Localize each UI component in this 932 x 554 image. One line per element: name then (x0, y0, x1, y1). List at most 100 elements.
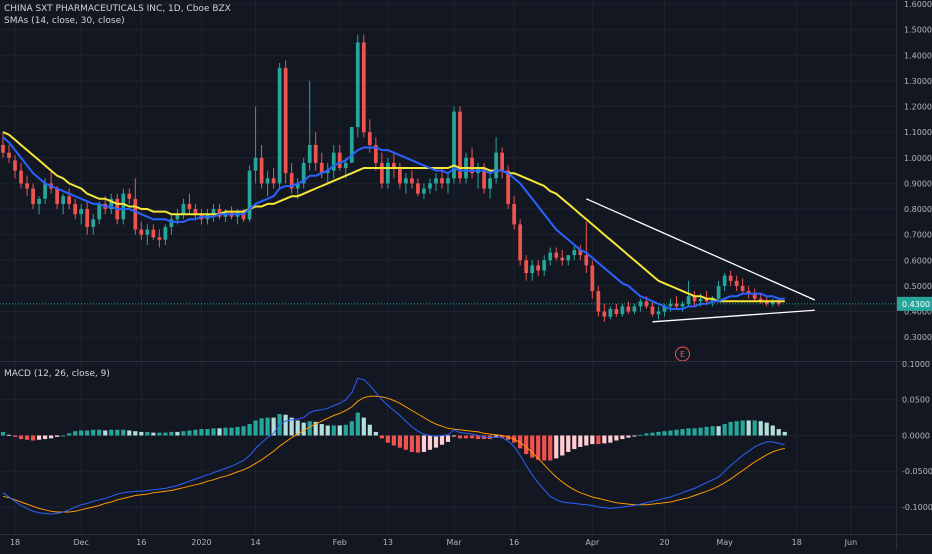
candle-body (386, 162, 390, 184)
macd-hist-bar (704, 426, 709, 436)
candle-body (55, 188, 59, 204)
candle-body (728, 275, 733, 281)
macd-hist-bar (265, 417, 270, 436)
macd-hist-bar (12, 435, 18, 437)
macd-hist-bar (253, 420, 258, 436)
candle-body (343, 162, 348, 169)
candle-body (361, 42, 366, 133)
candle-body (542, 260, 547, 271)
candle-body (169, 219, 174, 227)
candle-body (151, 229, 156, 238)
macd-hist-bar (542, 435, 547, 461)
macd-hist-bar (85, 430, 90, 436)
last-price-label: 0.4300 (902, 300, 930, 309)
macd-hist-bar (181, 431, 186, 436)
macd-hist-bar (247, 424, 252, 436)
macd-hist-bar (109, 429, 114, 436)
macd-hist-bar (313, 421, 318, 436)
time-tick-label: 13 (383, 538, 393, 547)
macd-tick-label: -0.1000 (902, 503, 932, 512)
price-tick-label: 0.7000 (904, 231, 932, 240)
macd-hist-bar (343, 424, 348, 436)
candle-body (43, 183, 47, 199)
macd-hist-bar (632, 435, 637, 437)
candle-body (584, 255, 589, 266)
macd-hist-bar (433, 435, 439, 448)
candle-body (277, 68, 282, 184)
macd-hist-bar (776, 429, 781, 436)
macd-hist-bar (115, 429, 120, 436)
macd-hist-bar (710, 426, 715, 436)
candle-body (313, 144, 318, 163)
time-tick-label: 18 (10, 538, 20, 547)
time-tick-label: 2020 (191, 538, 211, 547)
time-tick-label: Mar (446, 538, 462, 547)
candle-body (458, 111, 462, 179)
candle-body (494, 152, 498, 179)
price-tick-label: 1.5000 (904, 26, 932, 35)
price-tick-label: 0.4000 (904, 308, 932, 317)
candle-body (349, 127, 354, 163)
candle-body (379, 162, 384, 184)
macd-hist-bar (97, 429, 102, 436)
macd-hist-bar (692, 428, 697, 436)
candle-body (283, 68, 288, 174)
signal-line (2, 395, 785, 513)
price-tick-label: 0.8000 (904, 205, 932, 214)
price-tick-label: 1.2000 (904, 103, 932, 112)
candle-body (109, 198, 114, 210)
macd-hist-bar (229, 427, 234, 436)
macd-hist-bar (30, 435, 36, 441)
candle-body (440, 178, 444, 184)
sma14-line (2, 136, 785, 310)
chart-title: CHINA SXT PHARMACEUTICALS INC, 1D, Cboe … (4, 4, 231, 14)
candle-body (367, 132, 372, 145)
candle-body (31, 188, 35, 204)
macd-hist-bar (427, 435, 433, 450)
trendlines: E (586, 198, 816, 362)
macd-hist-bar (506, 435, 511, 440)
candle-body (506, 170, 510, 204)
candle-body (193, 209, 198, 215)
candle-body (271, 178, 276, 184)
macd-hist-bar (283, 414, 288, 436)
time-tick-label: 14 (250, 538, 260, 547)
macd-hist-bar (151, 432, 156, 436)
macd-hist-bar (518, 435, 523, 449)
candle-body (355, 42, 360, 128)
candle-body (247, 170, 252, 220)
macd-tick-label: 0.1000 (902, 360, 930, 369)
candle-body (710, 298, 715, 302)
candle-body (566, 255, 571, 261)
macd-hist-bar (475, 435, 481, 440)
macd-hist-bar (469, 435, 475, 439)
macd-hist-bar (578, 435, 583, 447)
candle-body (554, 252, 559, 258)
sma30-line (2, 131, 785, 303)
macd-hist-bar (752, 420, 757, 436)
macd-hist-bar (403, 435, 409, 450)
macd-hist-bar (656, 431, 661, 436)
macd-tick-label: -0.0500 (902, 467, 932, 476)
candle-body (590, 265, 595, 292)
macd-hist-bar (463, 435, 469, 439)
candle-body (181, 203, 186, 215)
candle-body (91, 219, 96, 227)
macd-hist-bar (169, 431, 174, 436)
candle-body (536, 265, 541, 271)
time-tick-label: Jun (844, 538, 858, 547)
candle-body (602, 311, 607, 317)
macd-hist-bar (55, 435, 60, 437)
candle-body (608, 308, 613, 317)
macd-hist-bar (49, 435, 54, 439)
macd-hist-bar (596, 435, 601, 445)
macd-hist-bar (584, 435, 589, 446)
candle-body (211, 209, 216, 215)
macd-lines (2, 377, 785, 515)
macd-hist-bar (259, 418, 264, 436)
candle-body (7, 152, 11, 158)
macd-hist-bar (223, 427, 228, 436)
macd-hist-bar (379, 435, 384, 439)
macd-hist-bar (121, 429, 126, 436)
